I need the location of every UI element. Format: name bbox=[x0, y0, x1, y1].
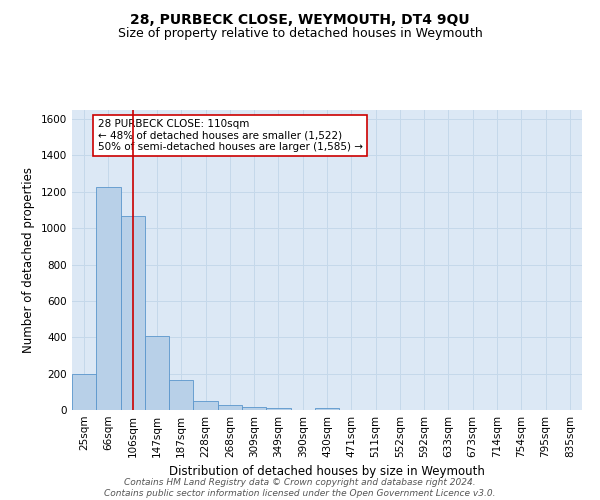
Bar bbox=[96, 188, 121, 410]
X-axis label: Distribution of detached houses by size in Weymouth: Distribution of detached houses by size … bbox=[169, 466, 485, 478]
Bar bbox=[266, 408, 290, 410]
Text: Size of property relative to detached houses in Weymouth: Size of property relative to detached ho… bbox=[118, 28, 482, 40]
Bar bbox=[315, 408, 339, 410]
Text: 28, PURBECK CLOSE, WEYMOUTH, DT4 9QU: 28, PURBECK CLOSE, WEYMOUTH, DT4 9QU bbox=[130, 12, 470, 26]
Bar bbox=[193, 401, 218, 410]
Bar bbox=[72, 374, 96, 410]
Text: 28 PURBECK CLOSE: 110sqm
← 48% of detached houses are smaller (1,522)
50% of sem: 28 PURBECK CLOSE: 110sqm ← 48% of detach… bbox=[97, 119, 362, 152]
Bar bbox=[121, 216, 145, 410]
Bar bbox=[145, 336, 169, 410]
Bar bbox=[169, 380, 193, 410]
Bar bbox=[218, 406, 242, 410]
Y-axis label: Number of detached properties: Number of detached properties bbox=[22, 167, 35, 353]
Text: Contains HM Land Registry data © Crown copyright and database right 2024.
Contai: Contains HM Land Registry data © Crown c… bbox=[104, 478, 496, 498]
Bar bbox=[242, 408, 266, 410]
